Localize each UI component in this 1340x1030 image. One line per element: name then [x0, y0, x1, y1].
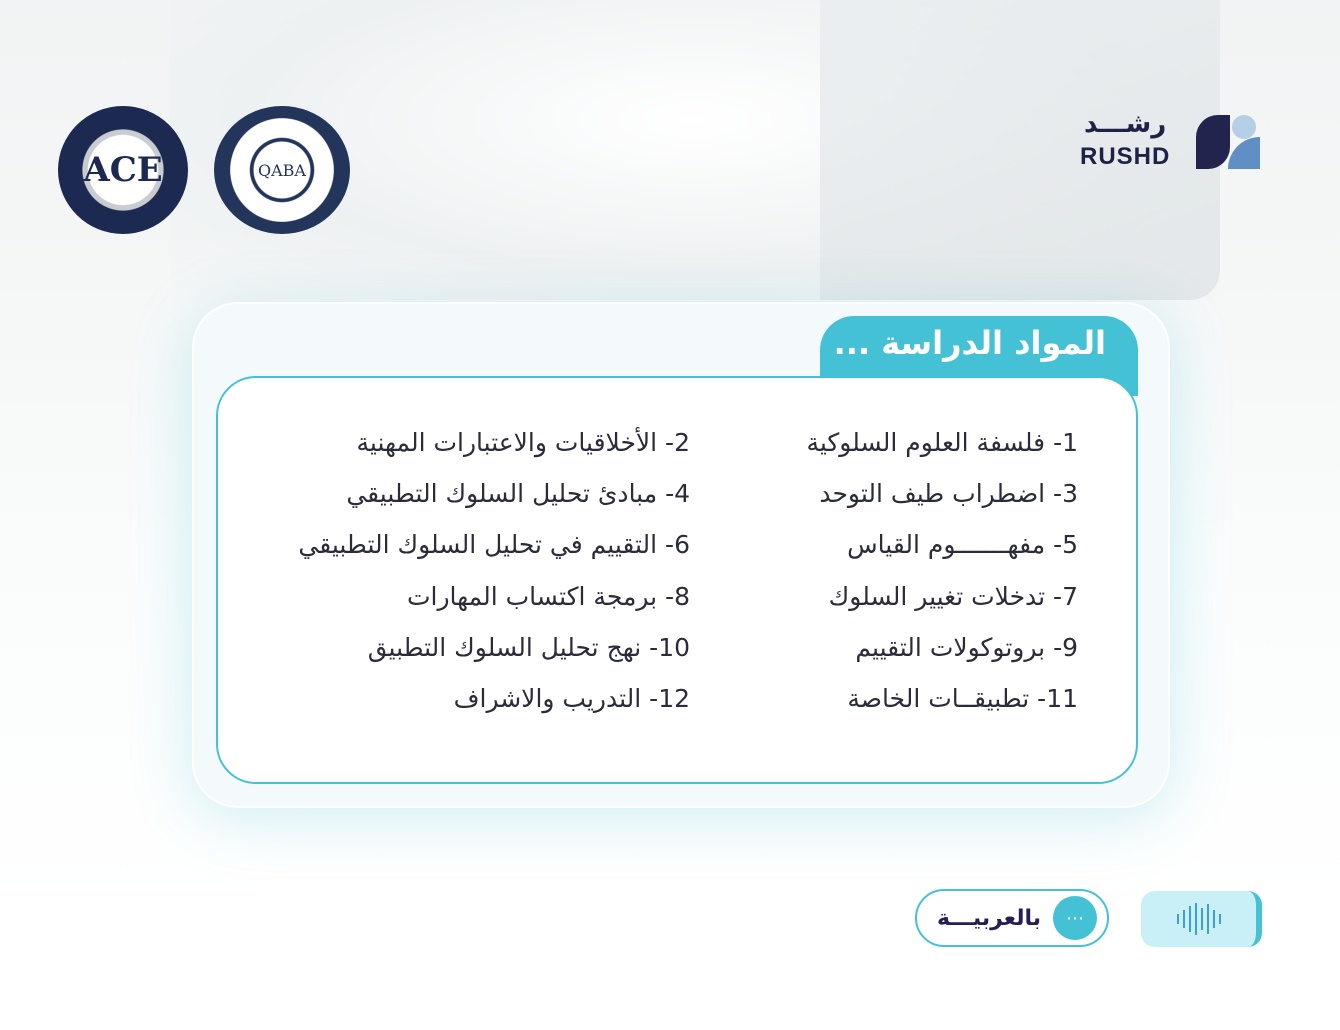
ace-badge-logo: ACE: [58, 106, 188, 234]
subjects-left-column: 2- الأخلاقيات والاعتبارات المهنية 4- مبا…: [298, 428, 690, 735]
laptop-image: [820, 0, 1220, 300]
logo-arabic: رشـــد: [1084, 109, 1167, 139]
waveform-icon: [1200, 908, 1203, 930]
subject-item: 11- تطبيقــات الخاصة: [847, 683, 1078, 713]
waveform-icon: [1176, 914, 1179, 924]
waveform-icon: [1194, 903, 1197, 935]
language-label: بالعربيـــة: [936, 905, 1041, 931]
subject-item: 4- مبادئ تحليل السلوك التطبيقي: [346, 479, 690, 509]
subject-item: 12- التدريب والاشراف: [453, 683, 690, 713]
language-button[interactable]: بالعربيـــة ⋯: [915, 889, 1109, 947]
subjects-box: [216, 376, 1138, 784]
subjects-right-column: 1- فلسفة العلوم السلوكية 3- اضطراب طيف ا…: [806, 428, 1078, 735]
logo-english: RUSHD: [1080, 143, 1171, 170]
subject-item: 2- الأخلاقيات والاعتبارات المهنية: [356, 428, 690, 457]
waveform-icon: [1182, 910, 1185, 928]
subject-item: 3- اضطراب طيف التوحد: [819, 479, 1078, 509]
waveform-icon: [1218, 914, 1221, 924]
subject-item: 1- فلسفة العلوم السلوكية: [806, 428, 1078, 457]
logo-leaf-icon: [1196, 115, 1230, 169]
subject-item: 7- تدخلات تغيير السلوك: [828, 581, 1078, 611]
logo-figure-icon: [1228, 137, 1260, 169]
waveform-icon: [1212, 910, 1215, 928]
subject-item: 10- نهج تحليل السلوك التطبيق: [367, 632, 690, 662]
waveform-icon: [1188, 906, 1191, 932]
subject-item: 8- برمجة اكتساب المهارات: [406, 581, 690, 611]
qaba-badge-logo: QABA: [214, 106, 350, 234]
chat-bubble-icon: ⋯: [1053, 896, 1097, 940]
audio-button[interactable]: [1141, 891, 1262, 947]
subject-item: 9- بروتوكولات التقييم: [855, 632, 1078, 662]
waveform-icon: [1206, 904, 1209, 934]
rushd-logo: رشـــد RUSHD: [1080, 109, 1262, 171]
logo-dot-icon: [1232, 115, 1256, 139]
subject-item: 6- التقييم في تحليل السلوك التطبيقي: [298, 530, 690, 560]
subject-item: 5- مفهـــــــوم القياس: [847, 530, 1078, 560]
